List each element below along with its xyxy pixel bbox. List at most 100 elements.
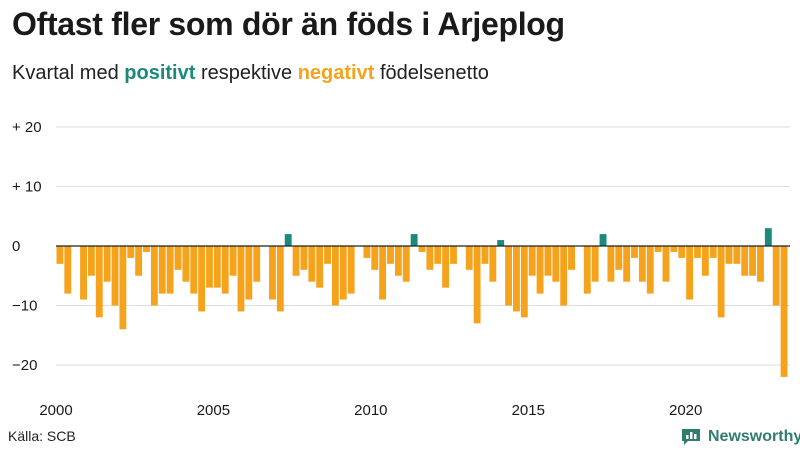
bar-negative [473,246,481,324]
x-tick-label: 2015 [512,402,545,419]
bar-negative [166,246,174,294]
bar-negative [150,246,158,306]
bar-negative [678,246,686,258]
bar-negative [489,246,497,282]
subtitle-negative-label: negativt [297,62,375,84]
bar-negative [615,246,623,270]
bar-negative [80,246,87,300]
bar-negative [127,246,135,258]
source-note: Källa: SCB [8,428,76,444]
bar-negative [623,246,631,282]
bar-negative [394,246,402,276]
bar-negative [103,246,111,282]
bar-negative [694,246,701,258]
bar-negative [190,246,198,294]
bar-negative [111,246,119,306]
bar-negative [780,246,788,377]
bar-negative [426,246,434,270]
bar-negative [528,246,536,276]
bar-negative [331,246,339,306]
bar-negative [733,246,741,264]
newsworthy-logo[interactable]: Newsworthy [680,426,800,448]
bar-negative [182,246,190,282]
chart-subtitle: Kvartal med positivt respektive negativt… [12,62,489,85]
bar-negative [198,246,206,312]
bar-negative [418,246,426,252]
bar-negative [402,246,410,282]
bar-negative [583,246,591,294]
bar-negative [213,246,221,288]
bar-negative [87,246,95,276]
subtitle-mid: respektive [200,62,293,84]
bar-negative [434,246,442,264]
bar-negative [143,246,150,252]
bar-negative [670,246,678,252]
bar-negative [536,246,544,294]
axis-layer: + 20 + 10 0 −10 −20 2000 2005 2010 2015 2020 [12,119,790,419]
bar-negative [505,246,513,306]
bar-negative [607,246,615,282]
bar-negative [686,246,694,300]
grid-layer [56,126,790,366]
bar-negative [544,246,552,276]
y-tick-label: 0 [12,238,20,255]
x-tick-label: 2010 [354,402,387,419]
bar-negative [253,246,261,282]
bar-negative [237,246,245,312]
bar-negative [741,246,749,276]
bar-negative [442,246,450,288]
bar-negative [646,246,654,294]
x-tick-label: 2005 [197,402,230,419]
bar-negative [520,246,528,318]
bar-negative [300,246,308,270]
bar-negative [245,246,253,300]
subtitle-positive-label: positivt [124,62,196,84]
bar-negative [772,246,780,306]
brand-name: Newsworthy [708,428,800,445]
bar-negative [269,246,276,300]
bar-layer [56,228,788,377]
bar-positive [410,234,418,246]
bar-negative [638,246,646,282]
x-tick-label: 2000 [39,402,72,419]
y-tick-label: + 20 [12,119,42,136]
bar-negative [591,246,599,282]
bar-negative [56,246,64,264]
bar-negative [513,246,520,312]
bar-positive [497,240,505,246]
bar-negative [568,246,575,270]
bar-negative [654,246,662,252]
bar-negative [552,246,560,282]
bar-negative [276,246,284,312]
y-tick-label: −10 [12,298,37,315]
bar-negative [387,246,394,264]
bar-negative [749,246,757,276]
bar-negative [450,246,457,264]
bar-negative [221,246,229,294]
subtitle-pre: Kvartal med [12,62,119,84]
bar-positive [764,228,772,246]
chart-title: Oftast fler som dör än föds i Arjeplog [12,6,565,42]
bar-positive [599,234,607,246]
bar-negative [662,246,670,282]
chart-logo-icon [682,429,700,445]
bar-negative [64,246,72,294]
bar-negative [481,246,489,264]
bar-negative [701,246,709,276]
bar-negative [631,246,638,258]
bar-negative [465,246,473,270]
bar-negative [709,246,717,258]
bar-negative [206,246,213,288]
bar-negative [560,246,568,306]
bar-negative [229,246,237,276]
bar-negative [158,246,166,294]
bar-negative [363,246,371,258]
bar-negative [95,246,103,318]
bar-negative [308,246,316,282]
bar-negative [725,246,733,264]
subtitle-post: födelsenetto [379,62,489,84]
bar-negative [316,246,324,288]
bar-negative [324,246,331,264]
bar-negative [379,246,387,300]
